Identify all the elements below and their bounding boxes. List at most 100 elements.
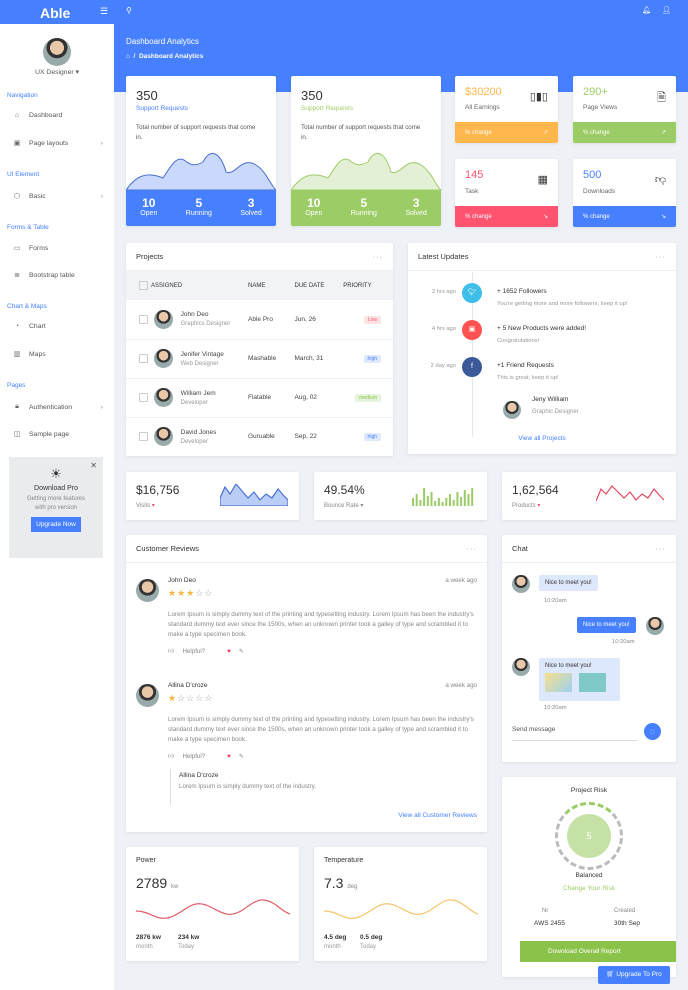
bounce-bar: [430, 492, 433, 506]
sidebar-item-chart[interactable]: ◔ Chart: [13, 323, 103, 330]
temperature-card: Temperature 7.3 deg 4.5 deg month 0.5 deg…: [314, 847, 487, 961]
row-checkbox[interactable]: [139, 314, 148, 324]
upgrade-now-button[interactable]: Upgrade Now: [31, 517, 81, 532]
temperature-value: 7.3 deg: [324, 875, 358, 891]
stat-label: Products ▾: [512, 503, 541, 509]
avatar: [153, 427, 173, 446]
card-label: Page Views: [583, 104, 618, 111]
change-risk-link[interactable]: Change Your Risk: [562, 885, 616, 892]
heart-icon[interactable]: ♥: [227, 647, 231, 655]
change-bar: % change ↘: [455, 206, 558, 227]
more-icon[interactable]: ···: [655, 252, 666, 261]
edit-icon[interactable]: ✎: [238, 647, 245, 655]
assignee-role: Web Designer: [180, 360, 219, 367]
bounce-bar: [456, 492, 459, 506]
section-navigation: Navigation: [7, 92, 38, 99]
update-time: 2 day ago: [430, 363, 456, 369]
sidebar-item-authentication[interactable]: 🔒︎ Authentication ›: [13, 403, 103, 411]
power-card: Power 2789 kw 2876 kw month 234 kw Today: [126, 847, 299, 961]
sidebar-item-basic[interactable]: ⬡ Basic ›: [13, 192, 103, 201]
card-title: Customer Reviews: [136, 544, 199, 553]
upgrade-to-pro-button[interactable]: 🛒︎ Upgrade To Pro: [598, 966, 670, 984]
chat-time: 10:20am: [612, 639, 635, 645]
send-button[interactable]: ◌: [644, 723, 661, 740]
menu-toggle-icon[interactable]: ☰: [100, 6, 109, 16]
thumbs-up-icon[interactable]: 👍︎: [168, 753, 175, 760]
more-icon[interactable]: ···: [372, 252, 383, 261]
sidebar: UX Designer ▾ Navigation ⌂ Dashboard ▣ Pag…: [0, 24, 114, 990]
nr-label: Nr: [542, 908, 549, 914]
reviewer-name: Allina D'croze: [168, 682, 208, 689]
send-message-input[interactable]: Send message: [512, 726, 637, 741]
home-icon[interactable]: ⌂: [126, 53, 130, 60]
select-all-checkbox[interactable]: [139, 281, 148, 290]
support-value: 350: [136, 88, 158, 103]
assignee-role: Developer: [180, 399, 208, 406]
breadcrumb: ⌂ / Dashboard Analytics: [126, 53, 204, 60]
table-row[interactable]: Jenifer Vintage Web Designer Mashable Mar…: [126, 339, 393, 379]
row-checkbox[interactable]: [139, 393, 148, 402]
bounce-bar: [445, 498, 448, 506]
sidebar-item-page-layouts[interactable]: ▣ Page layouts ›: [13, 139, 103, 148]
downloads-card: 500 Downloads 👎︎ % change ↘: [573, 159, 676, 227]
task-card: 145 Task ▦ % change ↘: [455, 159, 558, 227]
sidebar-item-dashboard[interactable]: ⌂ Dashboard: [13, 112, 103, 119]
products-sparkline: [596, 485, 664, 502]
map-icon: ▥: [13, 351, 21, 358]
search-icon[interactable]: ⚲: [126, 6, 132, 15]
stat-value: 1,62,564: [512, 483, 559, 497]
bell-icon[interactable]: 🔔︎: [642, 7, 651, 14]
update-text: This is great, keep it up!: [497, 375, 559, 381]
temperature-today: 0.5 deg Today: [360, 934, 383, 950]
stat-value: $16,756: [136, 483, 180, 497]
reply-author: Allina D'croze: [179, 772, 219, 779]
thumbs-up-icon[interactable]: 👍︎: [168, 648, 175, 655]
image-thumbnail[interactable]: [579, 673, 606, 692]
more-icon[interactable]: ···: [655, 544, 666, 553]
sidebar-item-maps[interactable]: ▥ Maps: [13, 350, 103, 359]
table-row[interactable]: William Jem Developer Flatable Aug, 02 me…: [126, 378, 393, 418]
sidebar-item-label: Dashboard: [29, 112, 63, 119]
logo[interactable]: Able: [40, 5, 71, 21]
table-row[interactable]: David Jones Developer Guruable Sep, 22 hi…: [126, 417, 393, 456]
card-title: Project Risk: [570, 787, 608, 794]
close-icon[interactable]: ✕: [90, 461, 97, 470]
card-value: $30200: [465, 86, 502, 98]
sidebar-item-sample-page[interactable]: ◫ Sample page: [13, 430, 103, 439]
trending-up-icon: ↗: [660, 130, 666, 136]
view-all-reviews-link[interactable]: View all Customer Reviews: [398, 812, 477, 819]
view-all-projects-link[interactable]: View all Projects: [518, 435, 566, 442]
helpful-label[interactable]: Helpful?: [182, 647, 206, 655]
update-title: + 5 New Products were added!: [497, 325, 587, 332]
chat-time: 10:20am: [544, 598, 567, 604]
image-thumbnail[interactable]: [545, 673, 572, 692]
card-title: Projects: [136, 252, 164, 261]
lock-icon: 🔒︎: [15, 403, 19, 410]
section-forms-table: Forms & Table: [7, 224, 49, 231]
change-bar: % change ↗: [573, 122, 676, 143]
file-text-icon: 🗎︎: [657, 92, 666, 104]
row-checkbox[interactable]: [139, 432, 148, 441]
avatar: [153, 309, 173, 329]
sidebar-item-label: Basic: [29, 192, 46, 200]
user-icon[interactable]: 👤︎: [662, 7, 671, 14]
table-row[interactable]: John Deo Graphics Designer Able Pro Jun, …: [126, 300, 393, 340]
assignee-name: William Jem: [180, 389, 216, 397]
helpful-label[interactable]: Helpful?: [182, 752, 206, 760]
row-checkbox[interactable]: [139, 354, 148, 363]
change-bar: % change ↗: [455, 122, 558, 143]
download-report-button[interactable]: Download Overall Report: [520, 941, 676, 962]
heart-icon[interactable]: ♥: [227, 752, 231, 760]
support-label: Support Requests: [301, 105, 354, 112]
project-name: Guruable: [244, 417, 291, 456]
sidebar-item-bootstrap-table[interactable]: ≣ Bootstrap table: [13, 271, 103, 280]
edit-icon[interactable]: ✎: [238, 752, 245, 760]
user-role-dropdown[interactable]: UX Designer ▾: [35, 69, 79, 76]
more-icon[interactable]: ···: [466, 544, 477, 553]
avatar[interactable]: [43, 38, 71, 66]
update-text: Congratulations!: [497, 338, 540, 344]
priority-badge: high: [363, 355, 381, 363]
due-date: Sep, 22: [290, 417, 340, 456]
sidebar-item-label: Maps: [29, 350, 46, 358]
sidebar-item-forms[interactable]: ▭ Forms: [13, 244, 103, 253]
